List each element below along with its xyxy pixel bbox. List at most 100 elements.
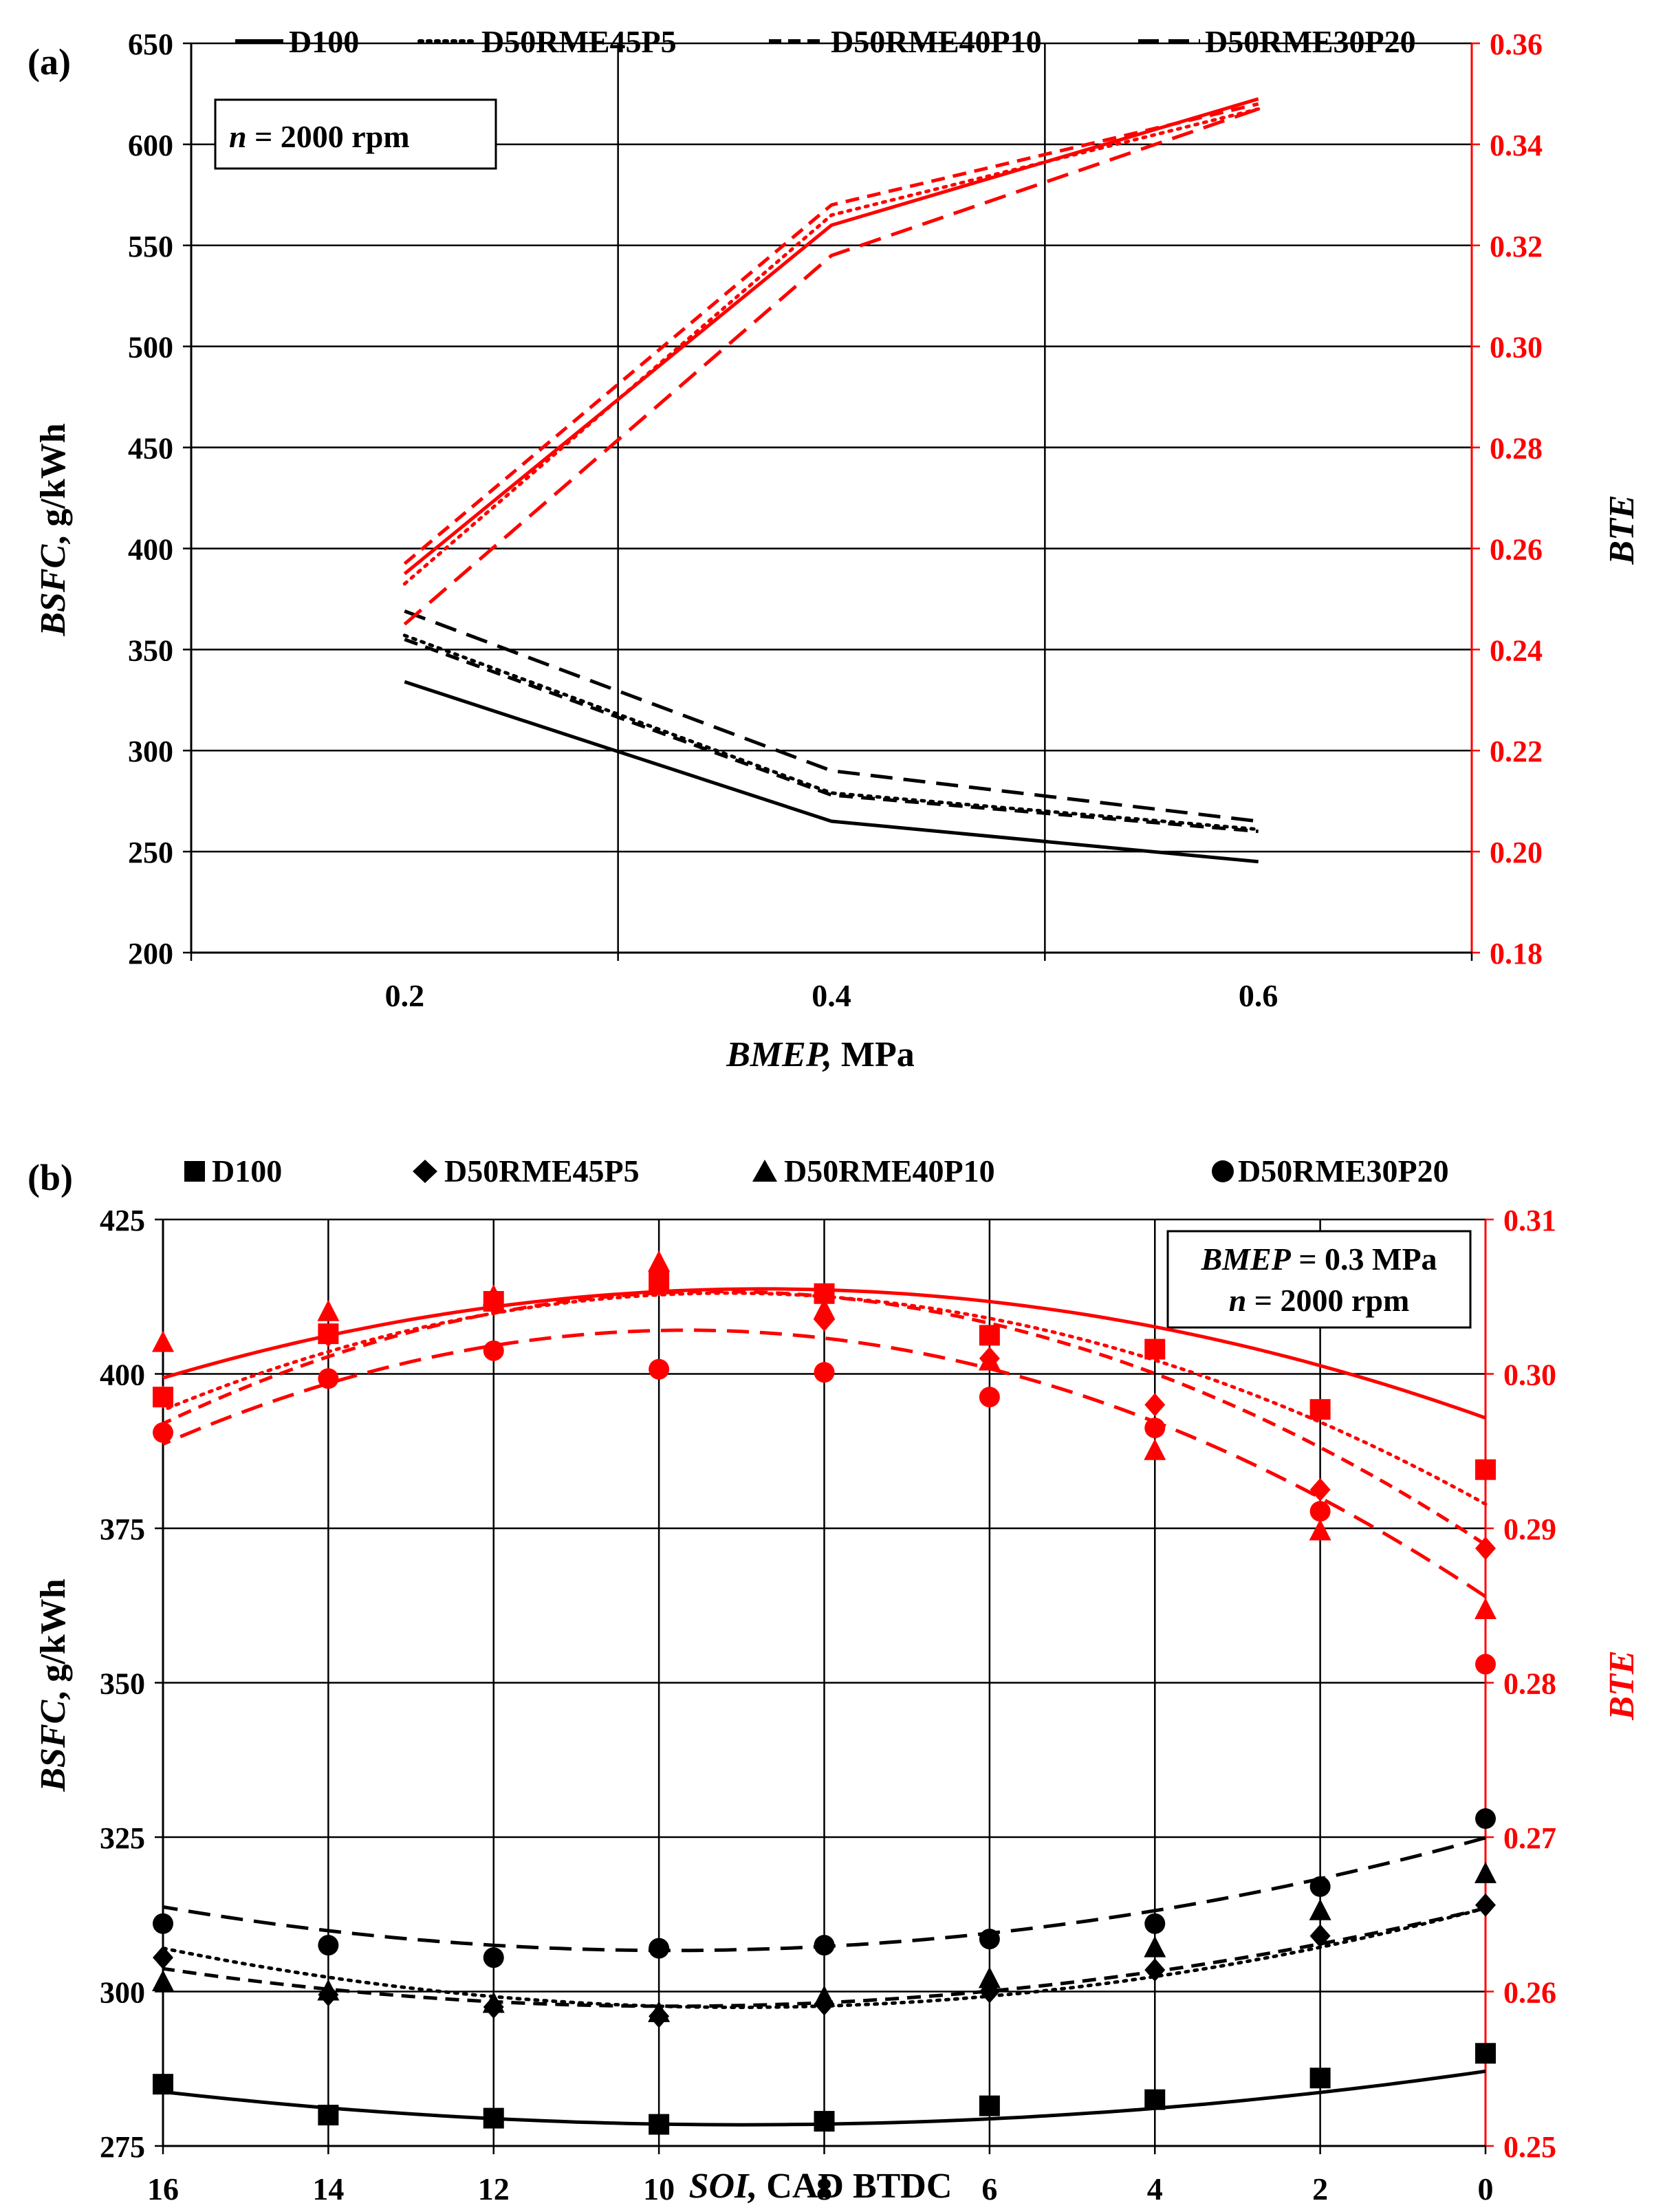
- series-b-d100-bte-point-8: [1475, 1459, 1496, 1480]
- series-b-d50rme30p20-bsfc-point-3: [649, 1938, 670, 1959]
- series-b-d100-bte-point-6: [1144, 1338, 1166, 1360]
- panel-a-label: (a): [28, 41, 71, 83]
- y2-axis-label-b: BTE: [1602, 1650, 1642, 1720]
- series-b-d100-bsfc-point-3: [649, 2114, 670, 2135]
- x-axis-label-a: BMEP, MPa: [726, 1035, 915, 1074]
- x-tick-label-a-2: 0.6: [1239, 978, 1278, 1013]
- series-b-d50rme30p20-bsfc: [153, 1808, 1496, 1969]
- legend-a: D100 D50RME45P5 D50RME40P10 D50RME30P20: [235, 24, 1416, 59]
- series-b-d50rme30p20-bte-point-6: [1144, 1418, 1166, 1439]
- y2-tick-label-a-3: 0.24: [1490, 633, 1543, 667]
- series-b-d100-bsfc-point-0: [153, 2074, 173, 2095]
- annotation-b-line2: n = 2000 rpm: [1229, 1283, 1410, 1318]
- x-tick-label-a-1: 0.4: [812, 978, 851, 1013]
- series-b-d50rme40p10-bsfc-point-0: [152, 1970, 174, 1992]
- series-b-d50rme45p5-bte-point-1: [318, 1323, 339, 1347]
- y-tick-label-b-1: 300: [100, 1976, 145, 2010]
- y2-tick-label-b-2: 0.27: [1503, 1821, 1556, 1855]
- x-axis-label-b-rest: CAD BTDC: [766, 2167, 952, 2206]
- series-b-d100-bsfc-point-4: [814, 2111, 835, 2132]
- series-b-d50rme30p20-bte-point-3: [649, 1358, 670, 1380]
- series-b-d50rme30p20-bsfc-point-2: [483, 1947, 504, 1969]
- series-b-d50rme40p10-bsfc: [152, 1861, 1497, 2022]
- x-axis-label-b: SOI, CAD BTDC: [689, 2167, 953, 2206]
- legend-b-d50rme40p10-marker: [752, 1160, 777, 1182]
- y2-tick-label-b-6: 0.31: [1503, 1204, 1556, 1237]
- series-b-d50rme40p10-bsfc-point-2: [482, 1991, 505, 2013]
- series-b-d50rme40p10-bsfc-point-3: [648, 2000, 671, 2022]
- series-a-d100-bte-line: [403, 97, 1259, 576]
- y-tick-label-b-5: 400: [100, 1358, 145, 1392]
- chart-b: (b) D100 D50RME45P5 D50RME40P10 D50RME30…: [28, 1153, 1642, 2206]
- y-tick-label-a-9: 650: [128, 28, 173, 61]
- y-tick-label-a-8: 600: [128, 129, 173, 162]
- series-b-d50rme45p5-bte-point-0: [153, 1385, 173, 1409]
- legend-b: D100 D50RME45P5 D50RME40P10 D50RME30P20: [184, 1153, 1449, 1189]
- legend-b-d50rme30p20-marker: [1212, 1160, 1234, 1182]
- x-tick-label-b-5: 6: [981, 2171, 997, 2206]
- y2-tick-label-b-3: 0.28: [1503, 1667, 1556, 1701]
- series-a-d100-bsfc-line: [404, 680, 1259, 864]
- series-b-d50rme30p20-bte: [153, 1328, 1496, 1675]
- series-b-d50rme45p5-bte-point-3: [649, 1272, 670, 1297]
- series-b-d50rme40p10-bsfc-point-6: [1144, 1936, 1166, 1958]
- y-tick-label-a-7: 550: [128, 230, 173, 263]
- x-axis-label-b-italic: SOI,: [689, 2167, 758, 2206]
- y-tick-label-a-1: 250: [128, 836, 173, 869]
- annotation-b-line1-italic: BMEP: [1200, 1241, 1291, 1277]
- series-b-d50rme45p5-bsfc-point-0: [153, 1946, 173, 1970]
- legend-a-d100-label: D100: [289, 24, 359, 59]
- series-a-d100-bte: [403, 97, 1259, 576]
- series-b-d50rme40p10-bte-point-3: [648, 1250, 671, 1272]
- annotation-a: n = 2000 rpm: [214, 98, 497, 170]
- y-tick-label-a-0: 200: [128, 937, 173, 971]
- series-a-d50rme30p20-bte: [403, 107, 1259, 626]
- series-b-d50rme40p10-bsfc-point-5: [978, 1966, 1001, 1988]
- series-b-d50rme30p20-bte-point-5: [979, 1387, 1000, 1408]
- legend-a-d50rme45p5-label: D50RME45P5: [481, 24, 677, 59]
- series-b-d50rme40p10-bte-point-1: [317, 1299, 340, 1321]
- y-axis-label-a: BSFC, g/kWh: [34, 423, 73, 636]
- x-tick-label-b-7: 2: [1312, 2171, 1328, 2206]
- y2-tick-label-a-4: 0.26: [1490, 532, 1543, 566]
- series-b-d50rme40p10-bte-line: [162, 1290, 1487, 1546]
- series-a-d50rme45p5-bte: [402, 107, 1261, 586]
- series-b-d50rme40p10-bte: [152, 1250, 1497, 1619]
- y2-tick-label-a-5: 0.28: [1490, 432, 1543, 466]
- series-a-d50rme30p20-bsfc: [404, 609, 1259, 823]
- x-tick-label-b-2: 12: [478, 2171, 510, 2206]
- chart-a: (a) D100 D50RME45P5 D50RME40P10 D50RME30…: [28, 24, 1642, 1074]
- x-tick-label-b-3: 10: [643, 2171, 675, 2206]
- series-a-d50rme45p5-bsfc: [402, 633, 1261, 832]
- series-b-d50rme30p20-bsfc-point-1: [318, 1935, 339, 1956]
- series-a-d50rme40p10-bsfc-line: [404, 638, 1259, 834]
- legend-a-d50rme40p10-label: D50RME40P10: [831, 24, 1042, 59]
- y-tick-label-b-0: 275: [100, 2130, 145, 2164]
- ticks-a: 200 250 300 350 400 450 500 550 600 650 0.18 0.20 0.…: [128, 28, 1543, 1013]
- series-a: [402, 97, 1261, 864]
- y2-tick-label-a-7: 0.32: [1490, 230, 1543, 263]
- series-b-d100-bsfc-point-7: [1309, 2068, 1331, 2089]
- series-b: [152, 1250, 1497, 2135]
- y-tick-label-a-2: 300: [128, 735, 173, 768]
- series-b-d50rme30p20-bte-point-1: [318, 1368, 339, 1389]
- series-b-d50rme30p20-bsfc-point-7: [1309, 1876, 1331, 1897]
- series-b-d100-bsfc-point-6: [1144, 2089, 1166, 2110]
- y-tick-label-a-6: 500: [128, 331, 173, 365]
- x-tick-label-b-8: 0: [1478, 2171, 1494, 2206]
- series-b-d50rme40p10-bte-point-8: [1475, 1597, 1497, 1619]
- series-b-d50rme40p10-bsfc-point-8: [1475, 1861, 1497, 1883]
- series-b-d50rme40p10-bte-point-0: [152, 1330, 174, 1352]
- annotation-b-line2-rest: = 2000 rpm: [1246, 1283, 1409, 1318]
- series-b-d50rme40p10-bte-point-2: [482, 1284, 505, 1306]
- ticks-b: 275 300 325 350 375 400 425 0.25 0.26 0.27 0.28 0.2…: [100, 1204, 1556, 2206]
- series-a-d50rme30p20-bte-line: [403, 107, 1259, 626]
- x-tick-label-a-0: 0.2: [385, 978, 425, 1013]
- y2-tick-label-a-6: 0.30: [1490, 331, 1543, 365]
- y2-axis-label-a: BTE: [1602, 495, 1642, 565]
- series-b-d50rme30p20-bte-line: [162, 1328, 1487, 1598]
- panel-b-label: (b): [28, 1157, 73, 1198]
- legend-a-d50rme30p20-label: D50RME30P20: [1205, 24, 1416, 59]
